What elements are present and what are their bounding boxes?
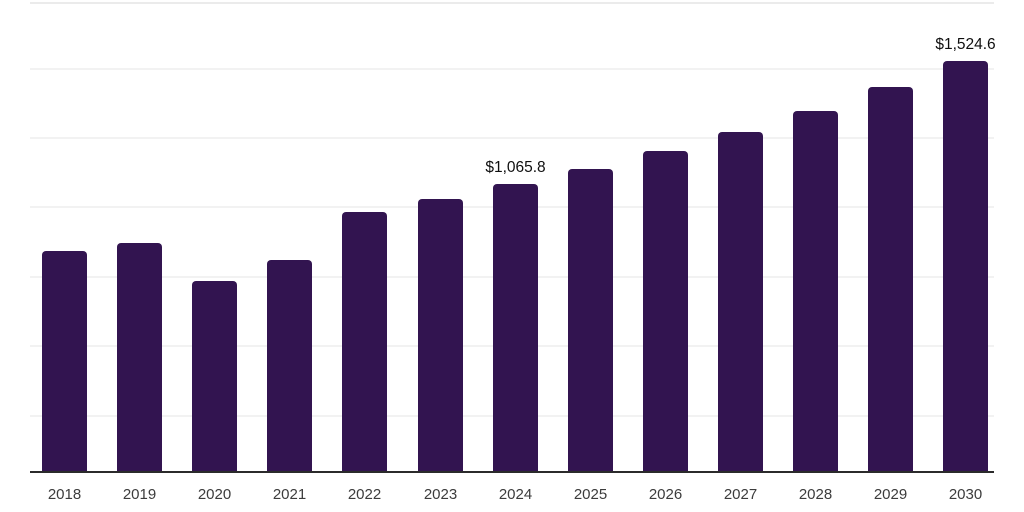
x-tick-label-2019: 2019 <box>122 486 157 503</box>
x-tick-label-2022: 2022 <box>347 486 382 503</box>
bar-2019 <box>117 243 162 471</box>
x-tick-label-2028: 2028 <box>798 486 833 503</box>
x-axis-line <box>30 471 994 473</box>
bar-2029 <box>868 87 913 471</box>
x-tick-label-2018: 2018 <box>47 486 82 503</box>
gridline <box>30 2 994 4</box>
value-label-2024: $1,065.8 <box>485 159 546 176</box>
x-tick-label-2025: 2025 <box>573 486 608 503</box>
bar-2022 <box>342 212 387 471</box>
bar-2027 <box>718 132 763 471</box>
bar-2024 <box>493 184 538 471</box>
bar-2030 <box>943 61 988 471</box>
gridline <box>30 137 994 139</box>
bar-2028 <box>793 111 838 471</box>
x-tick-label-2029: 2029 <box>873 486 908 503</box>
bar-2021 <box>267 260 312 471</box>
x-tick-label-2027: 2027 <box>723 486 758 503</box>
x-tick-label-2020: 2020 <box>197 486 232 503</box>
bar-2025 <box>568 169 613 471</box>
bar-2020 <box>192 281 237 471</box>
x-tick-label-2026: 2026 <box>648 486 683 503</box>
bar-2018 <box>42 251 87 471</box>
bar-2023 <box>418 199 463 471</box>
x-tick-label-2024: 2024 <box>498 486 533 503</box>
x-tick-label-2030: 2030 <box>948 486 983 503</box>
value-label-2030: $1,524.6 <box>935 36 996 53</box>
bar-2026 <box>643 151 688 471</box>
x-tick-label-2021: 2021 <box>272 486 307 503</box>
x-tick-label-2023: 2023 <box>423 486 458 503</box>
gridline <box>30 68 994 70</box>
